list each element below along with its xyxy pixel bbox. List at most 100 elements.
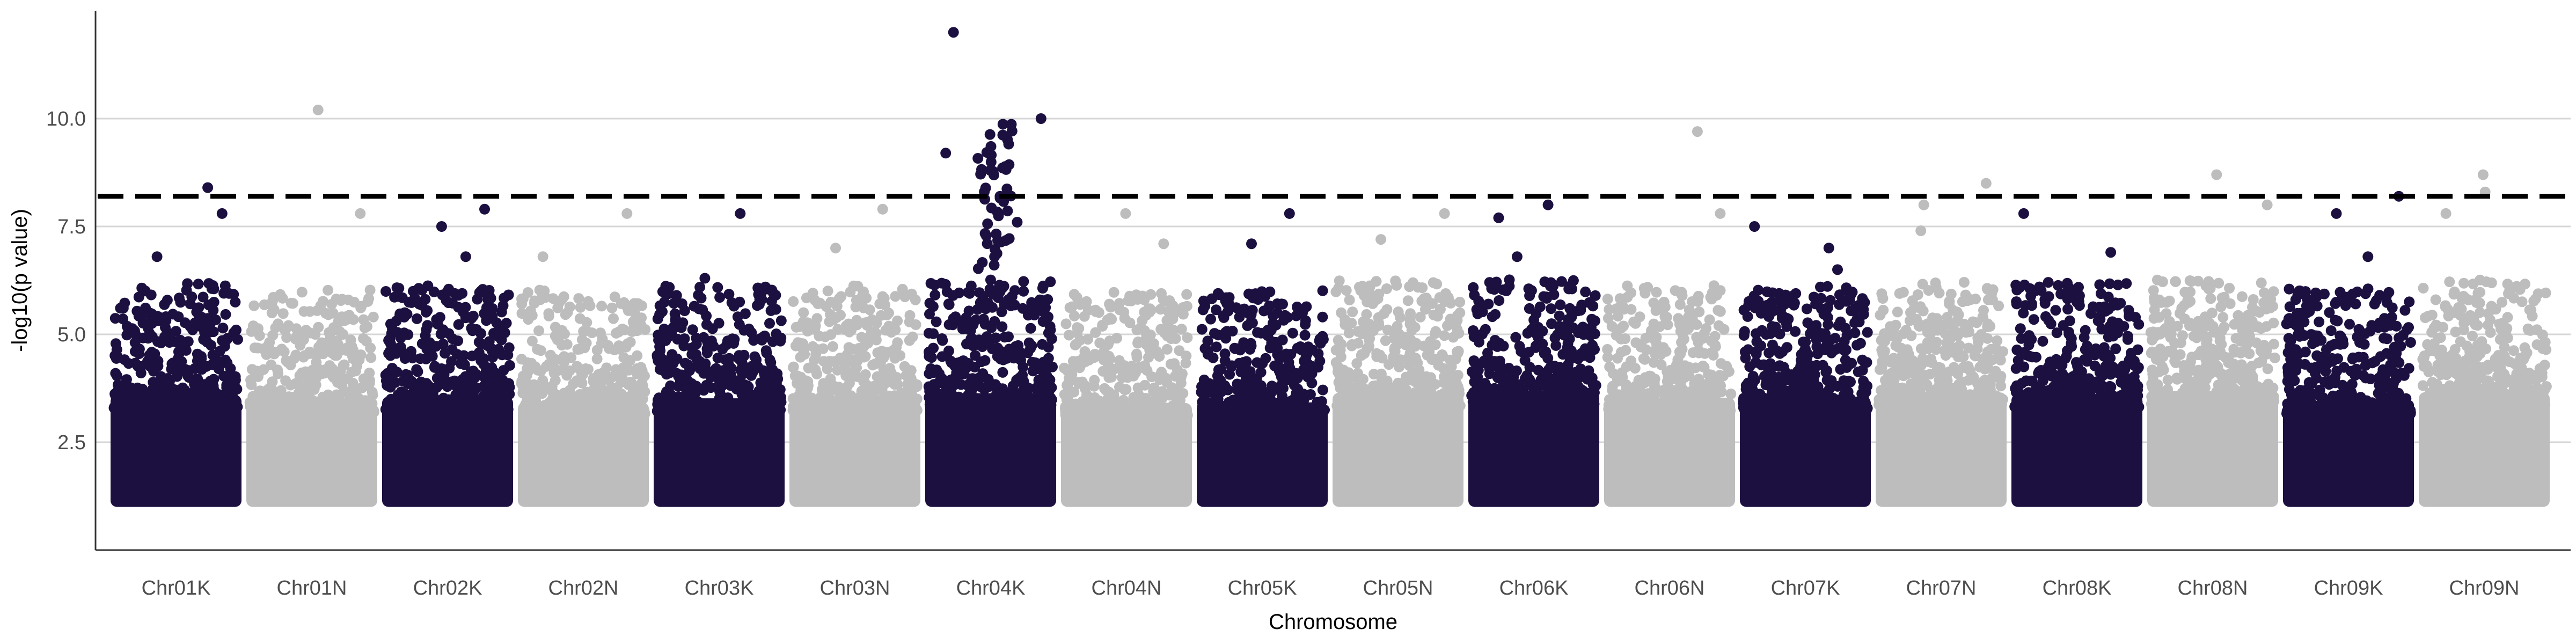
data-point (761, 347, 772, 358)
data-point (924, 392, 935, 403)
data-point (304, 391, 315, 402)
data-point (903, 395, 914, 406)
data-point (997, 367, 1008, 378)
data-point (924, 350, 935, 362)
data-point (1568, 275, 1579, 286)
data-point (391, 403, 402, 414)
data-point (252, 342, 264, 354)
data-point (1346, 318, 1357, 328)
significant-point (460, 251, 471, 262)
data-point (215, 359, 226, 370)
data-point (582, 364, 594, 375)
data-point (1453, 396, 1464, 407)
data-point (1223, 305, 1234, 317)
significant-point (948, 27, 959, 38)
data-point (1108, 287, 1119, 298)
data-point (155, 371, 166, 382)
data-point (1037, 339, 1048, 350)
data-point (1381, 283, 1392, 294)
data-point (1111, 402, 1123, 413)
data-point (364, 284, 376, 296)
data-point (1117, 372, 1128, 383)
data-point (1393, 328, 1404, 340)
data-point (347, 350, 358, 361)
data-point (686, 342, 698, 354)
data-point (589, 409, 600, 421)
data-point (1590, 290, 1601, 301)
data-point (1694, 306, 1705, 318)
data-point (186, 291, 197, 303)
data-point (636, 312, 647, 324)
data-point (1352, 326, 1364, 337)
data-point (712, 282, 723, 293)
data-point (851, 371, 862, 382)
data-point (1203, 384, 1214, 396)
data-point (304, 306, 316, 317)
data-point (1416, 296, 1428, 306)
data-point (733, 352, 744, 363)
data-point (1274, 353, 1285, 364)
data-point (1059, 389, 1070, 400)
data-point (904, 335, 915, 346)
data-point (121, 374, 132, 385)
data-point (1718, 370, 1729, 382)
data-point (1250, 392, 1261, 403)
data-point (897, 283, 908, 295)
data-point (176, 356, 187, 367)
data-point (759, 332, 771, 343)
data-point (964, 288, 975, 299)
data-point (222, 333, 233, 344)
data-point (1713, 320, 1724, 331)
data-point (285, 393, 296, 404)
data-point (1298, 364, 1309, 375)
data-point (545, 349, 556, 361)
data-point (285, 360, 296, 371)
data-point (357, 408, 369, 419)
data-point (1360, 400, 1371, 411)
data-point (1021, 393, 1032, 404)
data-point (694, 363, 705, 374)
data-point (368, 311, 379, 323)
data-point (961, 339, 972, 349)
data-point (1220, 333, 1232, 344)
data-point (293, 387, 304, 399)
data-point (910, 405, 921, 416)
data-point (170, 326, 181, 337)
data-point (362, 321, 372, 332)
data-point (1385, 399, 1396, 410)
data-point (962, 324, 974, 335)
data-point (1445, 297, 1457, 309)
data-point (466, 350, 478, 362)
data-point (724, 378, 736, 389)
data-point (836, 291, 847, 302)
data-point (299, 399, 310, 411)
chromosome-chr05n-points (1330, 208, 1466, 507)
data-point (1101, 352, 1112, 363)
data-point (1426, 298, 1438, 309)
data-point (1090, 327, 1101, 338)
data-point (1034, 294, 1045, 305)
data-point (404, 297, 415, 308)
data-point (1228, 395, 1239, 406)
data-point (1255, 327, 1267, 339)
data-point (552, 391, 563, 402)
data-point (248, 300, 260, 311)
chromosome-chr04n-points (1059, 208, 1193, 507)
data-point (455, 393, 466, 405)
data-point (325, 408, 336, 419)
data-point (1576, 299, 1587, 311)
data-point (246, 379, 257, 390)
data-point (1381, 304, 1393, 315)
dense-points-block (246, 400, 377, 507)
significant-point (312, 104, 324, 115)
data-point (1469, 376, 1480, 387)
data-point (553, 365, 564, 376)
data-point (1674, 299, 1686, 310)
data-point (546, 380, 558, 392)
data-point (323, 284, 334, 296)
data-point (632, 368, 642, 379)
data-point (1502, 364, 1513, 375)
data-point (280, 375, 291, 386)
significant-point (479, 203, 490, 215)
data-point (684, 395, 695, 406)
